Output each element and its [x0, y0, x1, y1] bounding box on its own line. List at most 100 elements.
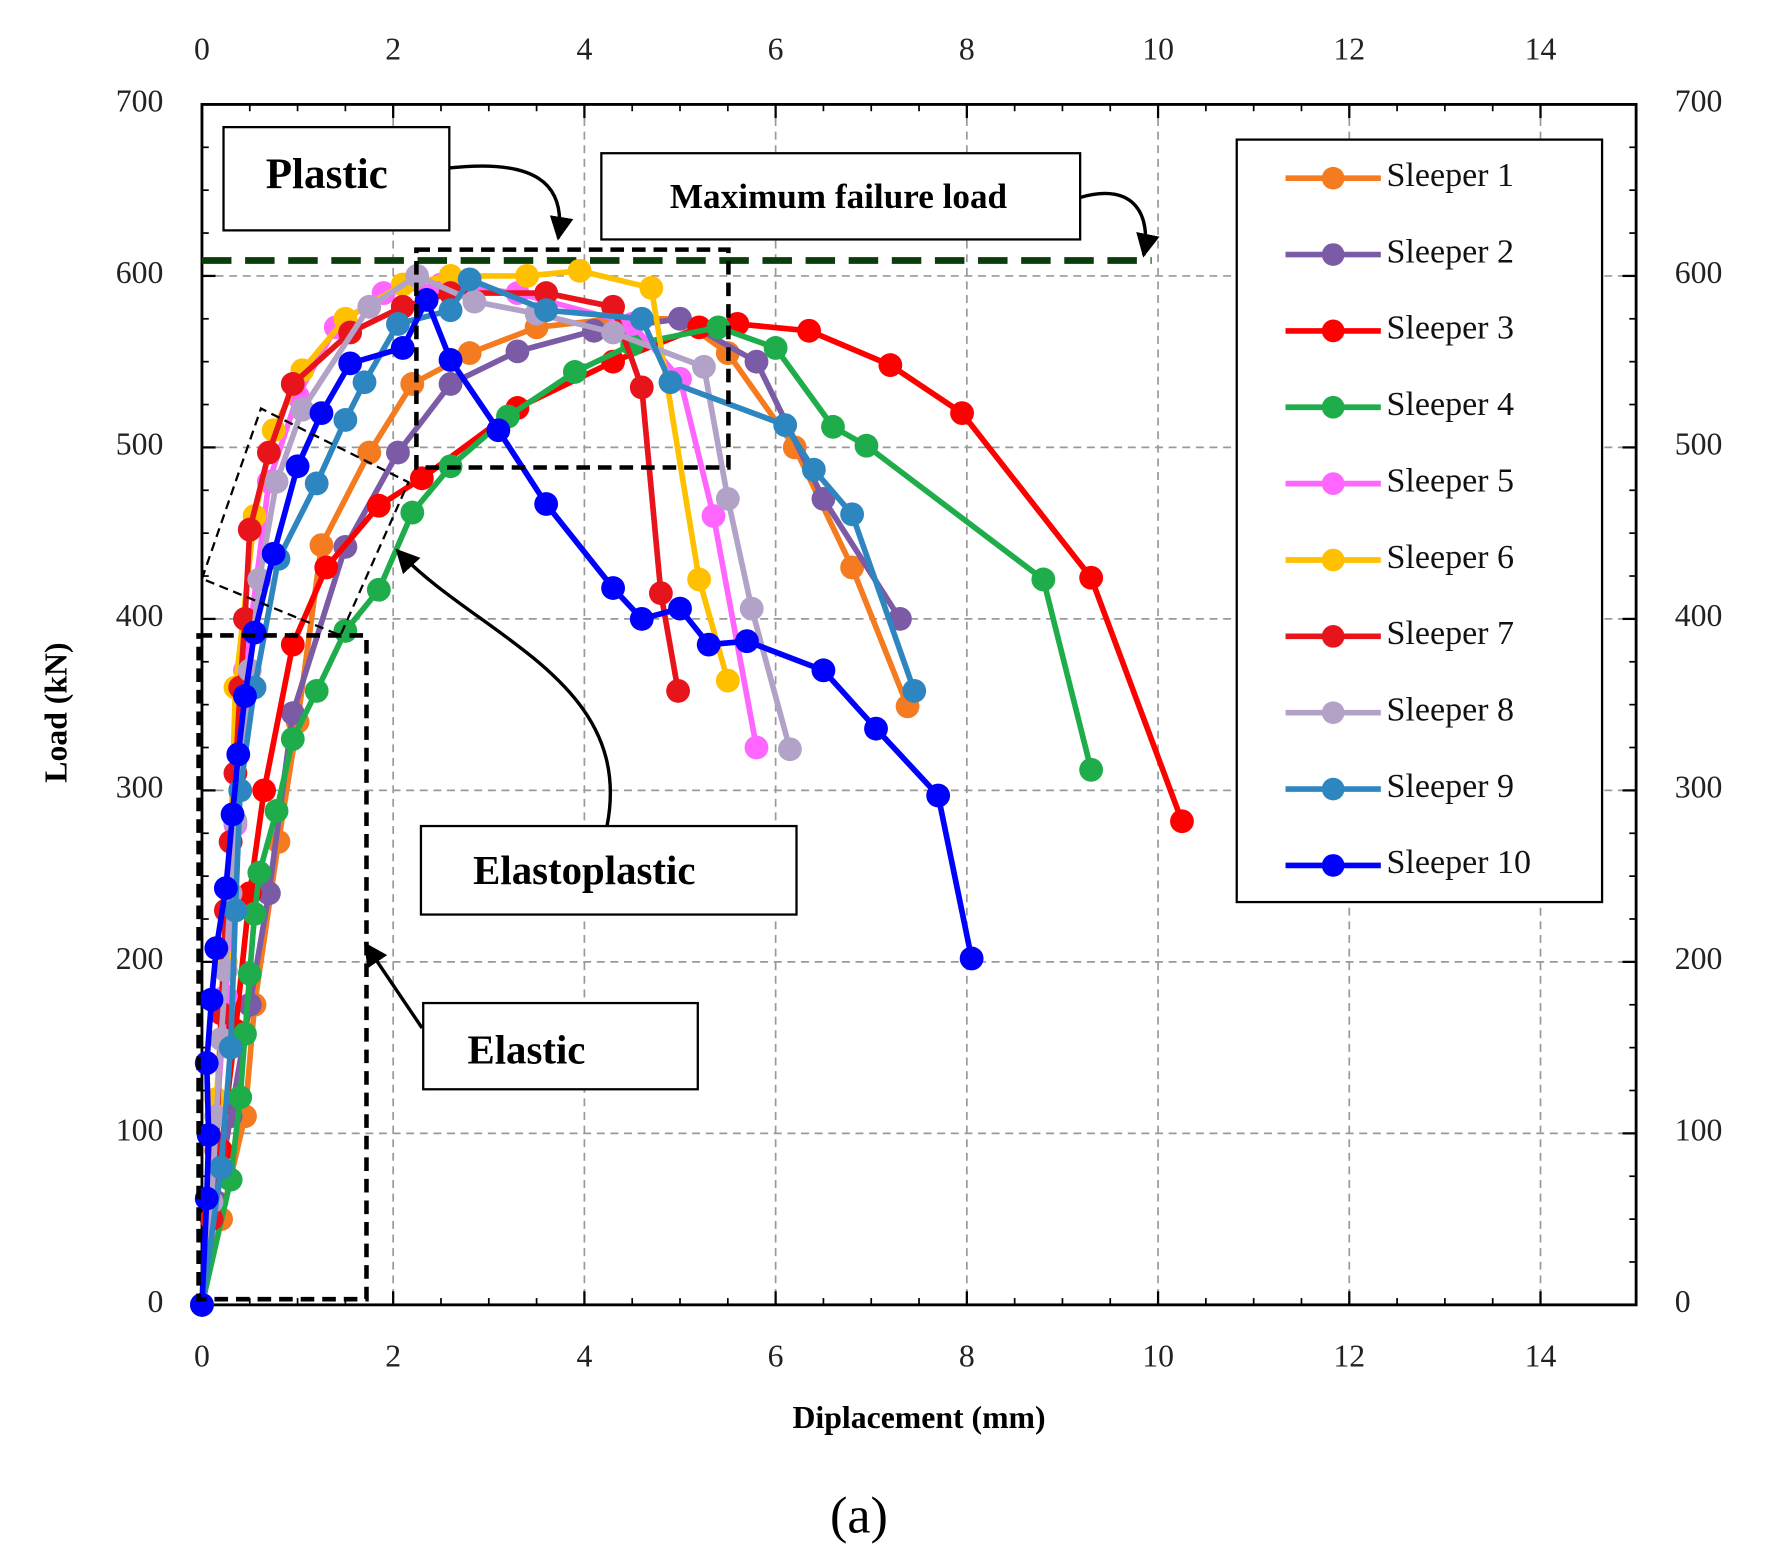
data-point	[701, 504, 726, 528]
legend-label: Sleeper 7	[1386, 615, 1514, 652]
legend-label: Sleeper 4	[1386, 386, 1514, 423]
data-point	[692, 354, 716, 379]
data-point	[534, 281, 559, 305]
y-tick-label: 400	[1675, 598, 1723, 633]
data-point	[715, 486, 740, 511]
data-point	[1079, 757, 1104, 782]
data-point	[309, 401, 334, 426]
legend-swatch	[1321, 548, 1345, 572]
data-point	[821, 414, 845, 439]
data-point	[668, 596, 692, 621]
data-point	[438, 264, 463, 288]
y-tick-label: 0	[148, 1284, 164, 1319]
data-point	[696, 632, 721, 657]
data-point	[601, 294, 625, 319]
y-tick-label: 300	[116, 770, 164, 805]
data-point	[285, 454, 310, 479]
data-point	[515, 264, 539, 288]
data-point	[333, 408, 358, 432]
legend-label: Sleeper 9	[1386, 768, 1514, 805]
data-point	[280, 701, 305, 726]
caption: (a)	[830, 1486, 888, 1544]
data-point	[763, 336, 788, 360]
data-point	[797, 318, 822, 343]
data-point	[409, 466, 434, 491]
data-point	[242, 901, 267, 926]
plot-frame	[200, 103, 1638, 1307]
legend-label: Sleeper 2	[1386, 233, 1514, 270]
data-point	[290, 397, 315, 422]
arrow	[363, 942, 424, 1029]
data-point	[256, 881, 281, 906]
data-point	[1170, 809, 1194, 834]
x-tick-label: 0	[194, 1339, 210, 1374]
data-point	[357, 440, 382, 465]
data-point	[309, 533, 334, 558]
data-point	[601, 320, 625, 345]
annotation: Elastoplastic	[473, 848, 695, 893]
data-point	[1031, 567, 1056, 592]
data-point	[687, 567, 712, 592]
legend-swatch	[1321, 701, 1345, 725]
data-point	[801, 457, 826, 482]
data-point	[1079, 565, 1104, 590]
data-point	[228, 1085, 253, 1110]
data-point	[534, 492, 559, 516]
data-point	[264, 799, 289, 823]
legend-swatch	[1321, 166, 1345, 190]
y-tick-label: 100	[1675, 1113, 1723, 1148]
annotation: Maximum failure load	[670, 177, 1008, 216]
y-tick-label: 500	[116, 427, 164, 462]
data-point	[196, 1123, 221, 1147]
legend-swatch	[1321, 243, 1345, 266]
data-point	[648, 581, 673, 606]
data-point	[567, 258, 592, 283]
x-axis-title: Diplacement (mm)	[793, 1400, 1046, 1435]
y-tick-label: 700	[1675, 84, 1723, 119]
data-point	[333, 618, 358, 643]
data-point	[218, 1035, 243, 1060]
x-tick-label: 10	[1142, 32, 1174, 67]
y-tick-label: 500	[1675, 427, 1723, 462]
data-point	[414, 288, 439, 312]
annotation-box	[222, 125, 451, 232]
data-point	[457, 341, 482, 366]
y-tick-label: 200	[1675, 941, 1723, 976]
data-point	[878, 353, 903, 378]
data-point	[773, 413, 798, 438]
data-point	[226, 742, 251, 767]
x-tick-label: 2	[385, 1339, 401, 1374]
data-point	[338, 351, 363, 376]
x-tick-label: 8	[959, 1339, 975, 1374]
data-point	[237, 961, 262, 986]
data-point	[237, 517, 262, 542]
data-point	[505, 339, 530, 364]
legend-label: Sleeper 1	[1386, 157, 1514, 194]
data-point	[639, 276, 664, 300]
data-point	[280, 632, 305, 657]
x-tick-label: 4	[576, 1339, 592, 1374]
legend-swatch	[1321, 472, 1345, 495]
arrow	[395, 548, 612, 827]
data-point	[658, 370, 683, 395]
series-line	[199, 276, 917, 1306]
x-tick-label: 14	[1525, 32, 1557, 67]
y-tick-label: 700	[116, 84, 164, 119]
plastic-region	[414, 247, 731, 470]
data-point	[457, 267, 482, 292]
data-point	[252, 778, 277, 803]
data-point	[357, 294, 382, 319]
data-point	[959, 946, 984, 971]
legend-swatch	[1321, 624, 1345, 648]
x-tick-label: 0	[194, 32, 210, 67]
data-point	[735, 629, 759, 654]
arrow	[1079, 191, 1160, 258]
data-point	[629, 306, 654, 331]
data-point	[706, 315, 731, 340]
y-tick-label: 0	[1675, 1284, 1691, 1319]
annotation-box	[419, 824, 798, 916]
x-tick-label: 12	[1333, 1339, 1365, 1374]
data-point	[190, 1292, 214, 1317]
